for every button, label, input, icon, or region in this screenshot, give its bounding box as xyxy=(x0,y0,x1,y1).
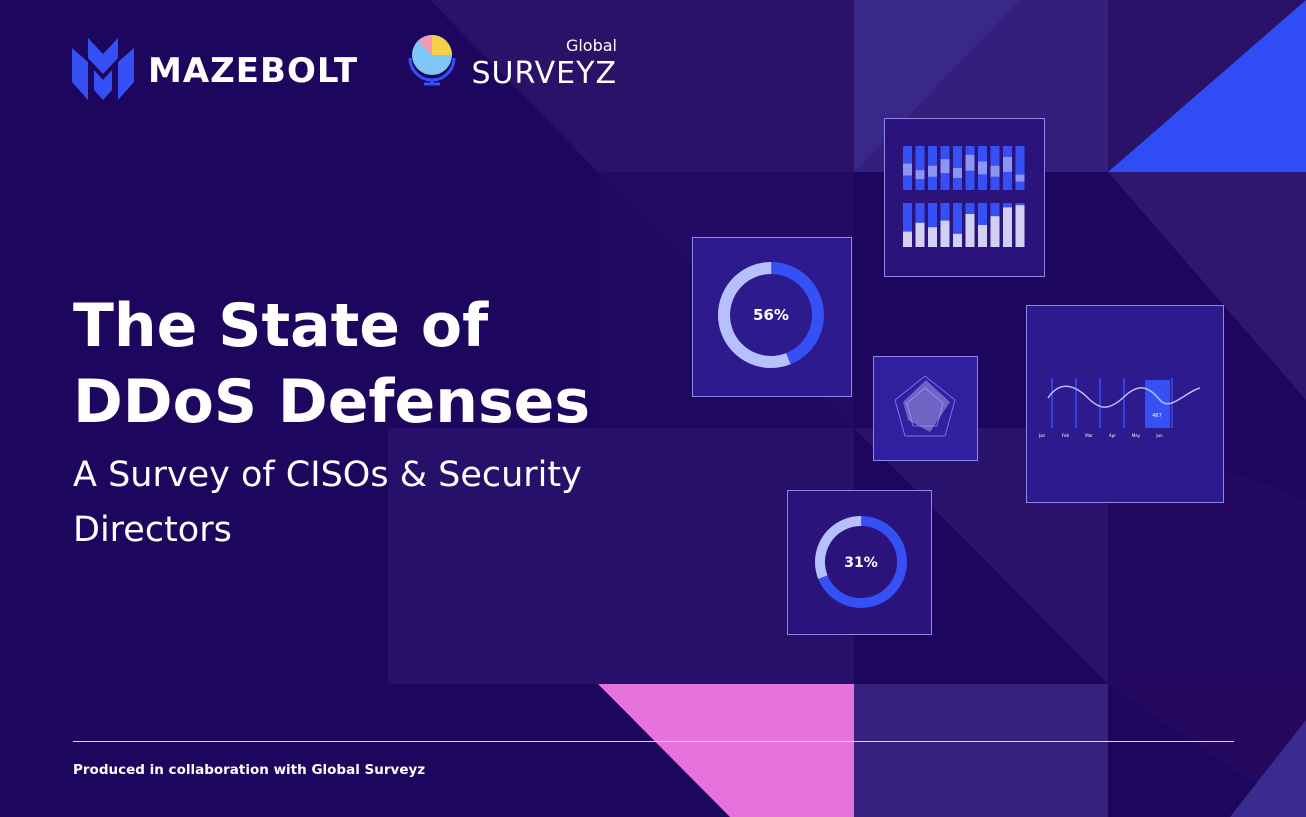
title-line: DDoS Defenses xyxy=(73,367,590,437)
deco-bar xyxy=(928,203,937,247)
deco-bar xyxy=(903,163,912,176)
donut-label: 56% xyxy=(753,306,789,324)
deco-bar xyxy=(953,203,962,247)
surveyz-icon xyxy=(408,35,456,86)
chart-highlight: 467 xyxy=(1152,413,1162,419)
deco-bar xyxy=(953,168,962,178)
logo-mazebolt: MAZEBOLT xyxy=(148,51,358,91)
deco-bar xyxy=(978,225,987,247)
radar-widget xyxy=(873,356,978,461)
deco-bar xyxy=(1003,207,1012,247)
deco-bar xyxy=(903,203,912,247)
logo-surveyz: SURVEYZ xyxy=(471,56,617,91)
month-label: Feb xyxy=(1062,433,1070,438)
deco-bar xyxy=(965,214,975,247)
deco-bar xyxy=(953,233,962,247)
donut-label: 31% xyxy=(844,555,878,571)
deco-bar xyxy=(940,220,950,247)
deco-bar xyxy=(940,159,950,174)
month-label: May xyxy=(1132,433,1141,438)
subtitle-line: Directors xyxy=(73,510,232,550)
deco-bar xyxy=(928,165,937,177)
deco-bar xyxy=(915,146,925,190)
subtitle-line: A Survey of CISOs & Security xyxy=(73,455,582,495)
mazebolt-icon xyxy=(72,38,134,100)
month-label: Jun xyxy=(1155,433,1163,438)
footer-text: Produced in collaboration with Global Su… xyxy=(73,762,425,778)
month-label: Jan xyxy=(1038,433,1046,438)
deco-bar xyxy=(965,154,975,171)
deco-bar xyxy=(990,165,1000,177)
deco-bar xyxy=(990,216,1000,247)
month-label: Apr xyxy=(1109,433,1116,438)
line-widget: 467 Jan Feb Mar Apr May Jun xyxy=(1026,305,1224,503)
deco-bar xyxy=(978,161,987,175)
deco-bar xyxy=(928,227,937,247)
deco-bar xyxy=(1015,146,1025,190)
deco-bar xyxy=(915,170,925,180)
deco-bar xyxy=(903,231,912,247)
deco-bar xyxy=(1015,174,1025,182)
donut-widget: 56% xyxy=(692,237,852,397)
deco-bar xyxy=(1003,157,1012,172)
logo-global: Global xyxy=(566,36,617,55)
title-line: The State of xyxy=(73,291,489,361)
donut-widget: 31% xyxy=(787,490,932,635)
deco-bar xyxy=(915,222,925,247)
bar-widget xyxy=(884,118,1045,277)
deco-bar xyxy=(1015,205,1025,247)
month-label: Mar xyxy=(1085,433,1093,438)
